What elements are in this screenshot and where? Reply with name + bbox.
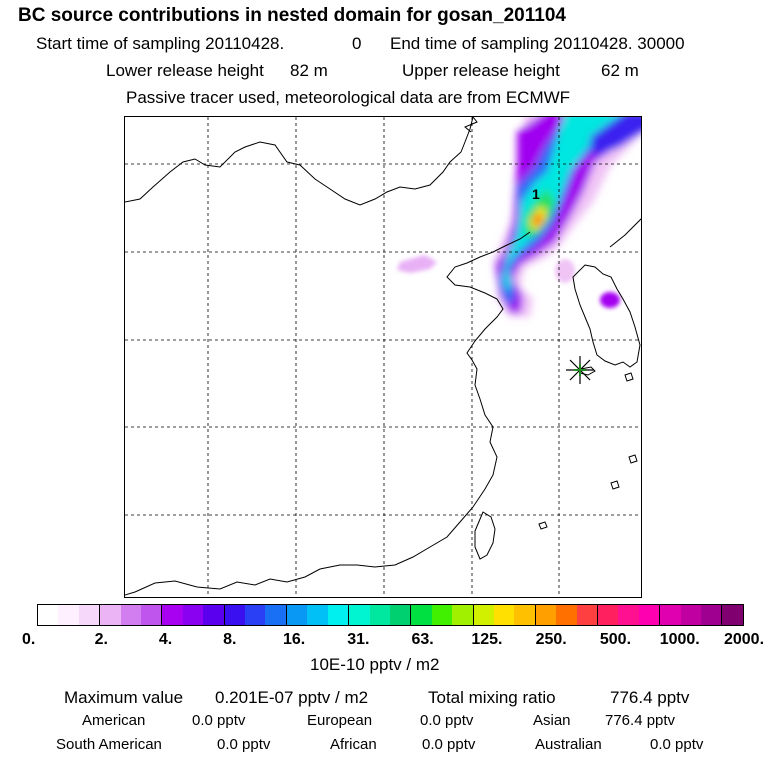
island-3 bbox=[610, 480, 620, 490]
coast-russia bbox=[609, 218, 641, 248]
color-scale-segment bbox=[638, 605, 661, 625]
tracer-note: Passive tracer used, meteorological data… bbox=[126, 88, 571, 107]
boundary-north bbox=[125, 117, 474, 206]
korea-patch bbox=[600, 292, 620, 308]
map-panel: 1 bbox=[124, 116, 642, 598]
color-scale-segment bbox=[680, 605, 701, 625]
color-scale-segment bbox=[182, 605, 204, 625]
color-scale-segment bbox=[78, 605, 101, 625]
color-scale-tick-label: 4. bbox=[158, 631, 173, 648]
grid-lines bbox=[125, 117, 641, 597]
color-scale-tick-label: 500. bbox=[599, 631, 632, 648]
region-south-american-label: South American bbox=[56, 736, 162, 753]
map-canvas: 1 bbox=[125, 117, 641, 597]
color-scale-tick-label: 31. bbox=[347, 631, 370, 648]
color-scale-segment bbox=[100, 605, 121, 625]
color-scale-segment bbox=[224, 605, 246, 625]
end-time-label: End time of sampling 20110428. 30000 bbox=[390, 34, 685, 53]
color-scale-segment bbox=[514, 605, 536, 625]
region-australian-label: Australian bbox=[535, 736, 602, 753]
lower-release-value: 82 m bbox=[290, 61, 328, 80]
island-1 bbox=[624, 372, 634, 382]
region-european-value: 0.0 pptv bbox=[420, 712, 474, 729]
coast-korea bbox=[572, 264, 641, 368]
region-african-value: 0.0 pptv bbox=[422, 736, 476, 753]
region-south-american-value: 0.0 pptv bbox=[217, 736, 271, 753]
west-patch bbox=[397, 255, 437, 273]
boundary-northeast bbox=[464, 117, 478, 133]
color-scale-segment bbox=[660, 605, 681, 625]
color-scale-segment bbox=[431, 605, 453, 625]
plume-peak bbox=[533, 214, 543, 226]
color-scale-segment bbox=[452, 605, 474, 625]
plume-violet bbox=[495, 117, 641, 313]
lower-release-label: Lower release height bbox=[106, 61, 264, 80]
color-scale-segment bbox=[389, 605, 412, 625]
legend-units: 10E-10 pptv / m2 bbox=[310, 655, 440, 674]
region-asian-value: 776.4 pptv bbox=[605, 712, 676, 729]
star-burst-icon bbox=[566, 356, 594, 384]
island-4 bbox=[538, 521, 548, 530]
start-time-value: 0 bbox=[352, 34, 362, 53]
color-scale-segment bbox=[722, 605, 743, 625]
color-scale-segment bbox=[265, 605, 287, 625]
coast-bohai bbox=[125, 231, 531, 596]
contour-label: 1 bbox=[532, 186, 540, 202]
map-title: BC source contributions in nested domain… bbox=[18, 5, 566, 26]
color-scale-segment bbox=[203, 605, 225, 625]
color-scale-bar bbox=[37, 604, 744, 626]
color-scale-tick-label: 2. bbox=[94, 631, 108, 648]
color-scale-segment bbox=[349, 605, 370, 625]
region-european-label: European bbox=[307, 712, 373, 729]
color-scale-segment bbox=[286, 605, 308, 625]
color-scale-segment bbox=[411, 605, 432, 625]
coastlines bbox=[125, 117, 641, 596]
korea-patch-light bbox=[555, 259, 575, 283]
total-mixing-value: 776.4 pptv bbox=[610, 688, 690, 707]
color-scale-segment bbox=[327, 605, 350, 625]
plume-cyan bbox=[503, 117, 619, 293]
color-scale-segment bbox=[141, 605, 163, 625]
color-scale-tick-label: 250. bbox=[535, 631, 567, 648]
color-scale-segment bbox=[701, 605, 723, 625]
upper-release-label: Upper release height bbox=[402, 61, 560, 80]
color-scale-tick-label: 1000. bbox=[659, 631, 700, 648]
color-scale-segment bbox=[556, 605, 577, 625]
region-american-value: 0.0 pptv bbox=[192, 712, 246, 729]
color-scale-segment bbox=[369, 605, 390, 625]
color-scale-segment bbox=[618, 605, 639, 625]
start-time-label: Start time of sampling 20110428. bbox=[36, 34, 285, 53]
color-scale-tick-label: 125. bbox=[471, 631, 503, 648]
color-scale-segment bbox=[38, 605, 59, 625]
color-scale-tick-label: 8. bbox=[223, 631, 237, 648]
region-african-label: African bbox=[330, 736, 377, 753]
color-scale-segment bbox=[162, 605, 183, 625]
color-scale-tick-label: 0. bbox=[22, 631, 36, 648]
color-scale-segment bbox=[493, 605, 515, 625]
upper-release-value: 62 m bbox=[601, 61, 639, 80]
region-australian-value: 0.0 pptv bbox=[650, 736, 704, 753]
color-scale-segment bbox=[597, 605, 619, 625]
plume-upper-right bbox=[590, 117, 641, 157]
island-taiwan bbox=[474, 511, 496, 560]
color-scale-segment bbox=[535, 605, 557, 625]
color-scale-segment bbox=[473, 605, 494, 625]
color-scale-segment bbox=[307, 605, 328, 625]
color-scale-tick-label: 2000. bbox=[723, 631, 765, 648]
max-value: 0.201E-07 pptv / m2 bbox=[215, 688, 369, 707]
color-scale-segment bbox=[58, 605, 79, 625]
color-scale-tick-label: 16. bbox=[282, 631, 306, 648]
color-scale-segment bbox=[120, 605, 142, 625]
region-american-label: American bbox=[82, 712, 146, 729]
color-scale-segment bbox=[576, 605, 598, 625]
color-scale-tick-label: 63. bbox=[411, 631, 434, 648]
color-scale-segment bbox=[245, 605, 266, 625]
region-asian-label: Asian bbox=[533, 712, 571, 729]
plume-field bbox=[397, 117, 641, 317]
island-2 bbox=[628, 454, 638, 464]
total-mixing-label: Total mixing ratio bbox=[428, 688, 556, 707]
max-value-label: Maximum value bbox=[64, 688, 184, 707]
